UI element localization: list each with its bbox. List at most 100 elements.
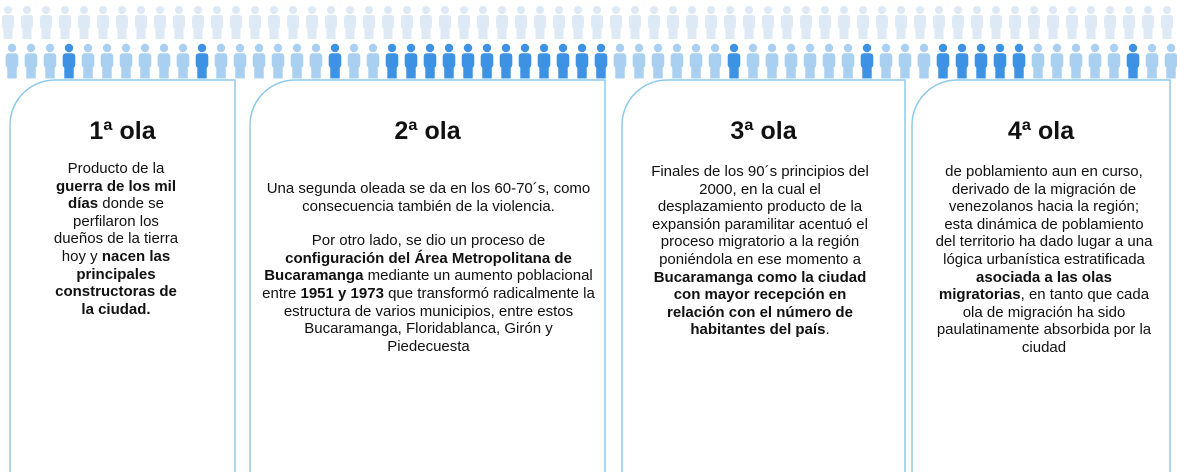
person-icon xyxy=(819,15,831,29)
person-icon xyxy=(63,53,76,68)
person-icon xyxy=(901,44,909,52)
person-icon xyxy=(821,27,830,39)
person-icon xyxy=(861,53,874,68)
person-icon xyxy=(78,15,90,29)
person-icon xyxy=(783,6,791,14)
person-icon xyxy=(141,44,149,52)
person-icon xyxy=(990,15,1002,29)
panel-text: Una segunda oleada se da en los 60-70´s,… xyxy=(262,180,595,372)
person-icon xyxy=(479,6,487,14)
person-icon xyxy=(1034,44,1042,52)
person-icon xyxy=(325,15,337,29)
person-icon xyxy=(553,15,565,29)
person-icon xyxy=(382,15,394,29)
person-icon xyxy=(4,27,13,39)
person-icon xyxy=(1144,6,1152,14)
person-icon xyxy=(1106,6,1114,14)
person-icon xyxy=(154,15,166,29)
person-icon xyxy=(521,44,529,52)
person-icon xyxy=(460,27,469,39)
person-icon xyxy=(631,27,640,39)
person-icon xyxy=(272,53,285,68)
person-icon xyxy=(311,66,320,79)
person-icon xyxy=(648,15,660,29)
person-icon xyxy=(498,6,506,14)
person-icon xyxy=(916,27,925,39)
person-icon xyxy=(349,66,358,79)
person-icon xyxy=(1161,15,1173,29)
person-icon xyxy=(705,15,717,29)
person-icon xyxy=(7,66,16,79)
person-icon xyxy=(730,44,738,52)
panel-title: 1ª ola xyxy=(10,117,235,146)
person-icon xyxy=(156,27,165,39)
page: (() => { const data = JSON.parse(documen… xyxy=(0,0,1177,472)
person-icon xyxy=(287,15,299,29)
person-icon xyxy=(572,15,584,29)
person-icon xyxy=(634,66,643,79)
person-icon xyxy=(596,66,605,79)
person-icon xyxy=(783,27,792,39)
person-icon xyxy=(691,66,700,79)
person-icon xyxy=(4,6,12,14)
text-run: Finales de los 90´s principios del 2000,… xyxy=(651,163,869,268)
person-icon xyxy=(213,27,222,39)
person-icon xyxy=(346,27,355,39)
person-icon xyxy=(669,6,677,14)
person-icon xyxy=(538,53,551,68)
person-icon xyxy=(310,53,323,68)
panel-title: 4ª ola xyxy=(912,117,1170,146)
person-icon xyxy=(1030,27,1039,39)
person-icon xyxy=(823,53,836,68)
person-icon xyxy=(863,44,871,52)
paragraph: Finales de los 90´s principios del 2000,… xyxy=(645,163,875,339)
person-icon xyxy=(388,44,396,52)
person-icon xyxy=(1125,27,1134,39)
person-icon xyxy=(992,6,1000,14)
panel-title: 3ª ola xyxy=(622,117,905,146)
person-icon xyxy=(748,66,757,79)
person-icon xyxy=(25,53,38,68)
person-icon xyxy=(688,6,696,14)
person-icon xyxy=(935,6,943,14)
person-icon xyxy=(764,27,773,39)
person-icon xyxy=(517,6,525,14)
person-icon xyxy=(8,44,16,52)
person-icon xyxy=(973,27,982,39)
person-icon xyxy=(464,44,472,52)
person-icon xyxy=(692,44,700,52)
person-icon xyxy=(1071,66,1080,79)
person-icon xyxy=(135,15,147,29)
person-icon xyxy=(196,53,209,68)
person-icon xyxy=(386,53,399,68)
person-icon xyxy=(235,66,244,79)
paragraph: de poblamiento aun en curso, derivado de… xyxy=(935,163,1153,357)
person-icon xyxy=(1011,27,1020,39)
person-icon xyxy=(558,66,567,79)
person-icon xyxy=(291,53,304,68)
person-icon xyxy=(194,27,203,39)
person-icon xyxy=(2,15,14,29)
person-icon xyxy=(577,66,586,79)
person-icon xyxy=(1072,44,1080,52)
person-icon xyxy=(232,6,240,14)
person-icon xyxy=(1167,44,1175,52)
person-icon xyxy=(1070,53,1083,68)
person-icon xyxy=(667,15,679,29)
person-icon xyxy=(672,66,681,79)
person-icon xyxy=(745,6,753,14)
person-icon xyxy=(838,15,850,29)
person-icon xyxy=(289,27,298,39)
person-icon xyxy=(762,15,774,29)
person-icon xyxy=(308,27,317,39)
person-icon xyxy=(308,6,316,14)
person-icon xyxy=(652,53,665,68)
person-icon xyxy=(83,66,92,79)
person-icon xyxy=(517,27,526,39)
person-icon xyxy=(1049,6,1057,14)
person-icon xyxy=(194,6,202,14)
person-icon xyxy=(878,6,886,14)
person-icon xyxy=(42,6,50,14)
person-icon xyxy=(1015,44,1023,52)
person-icon xyxy=(957,66,966,79)
